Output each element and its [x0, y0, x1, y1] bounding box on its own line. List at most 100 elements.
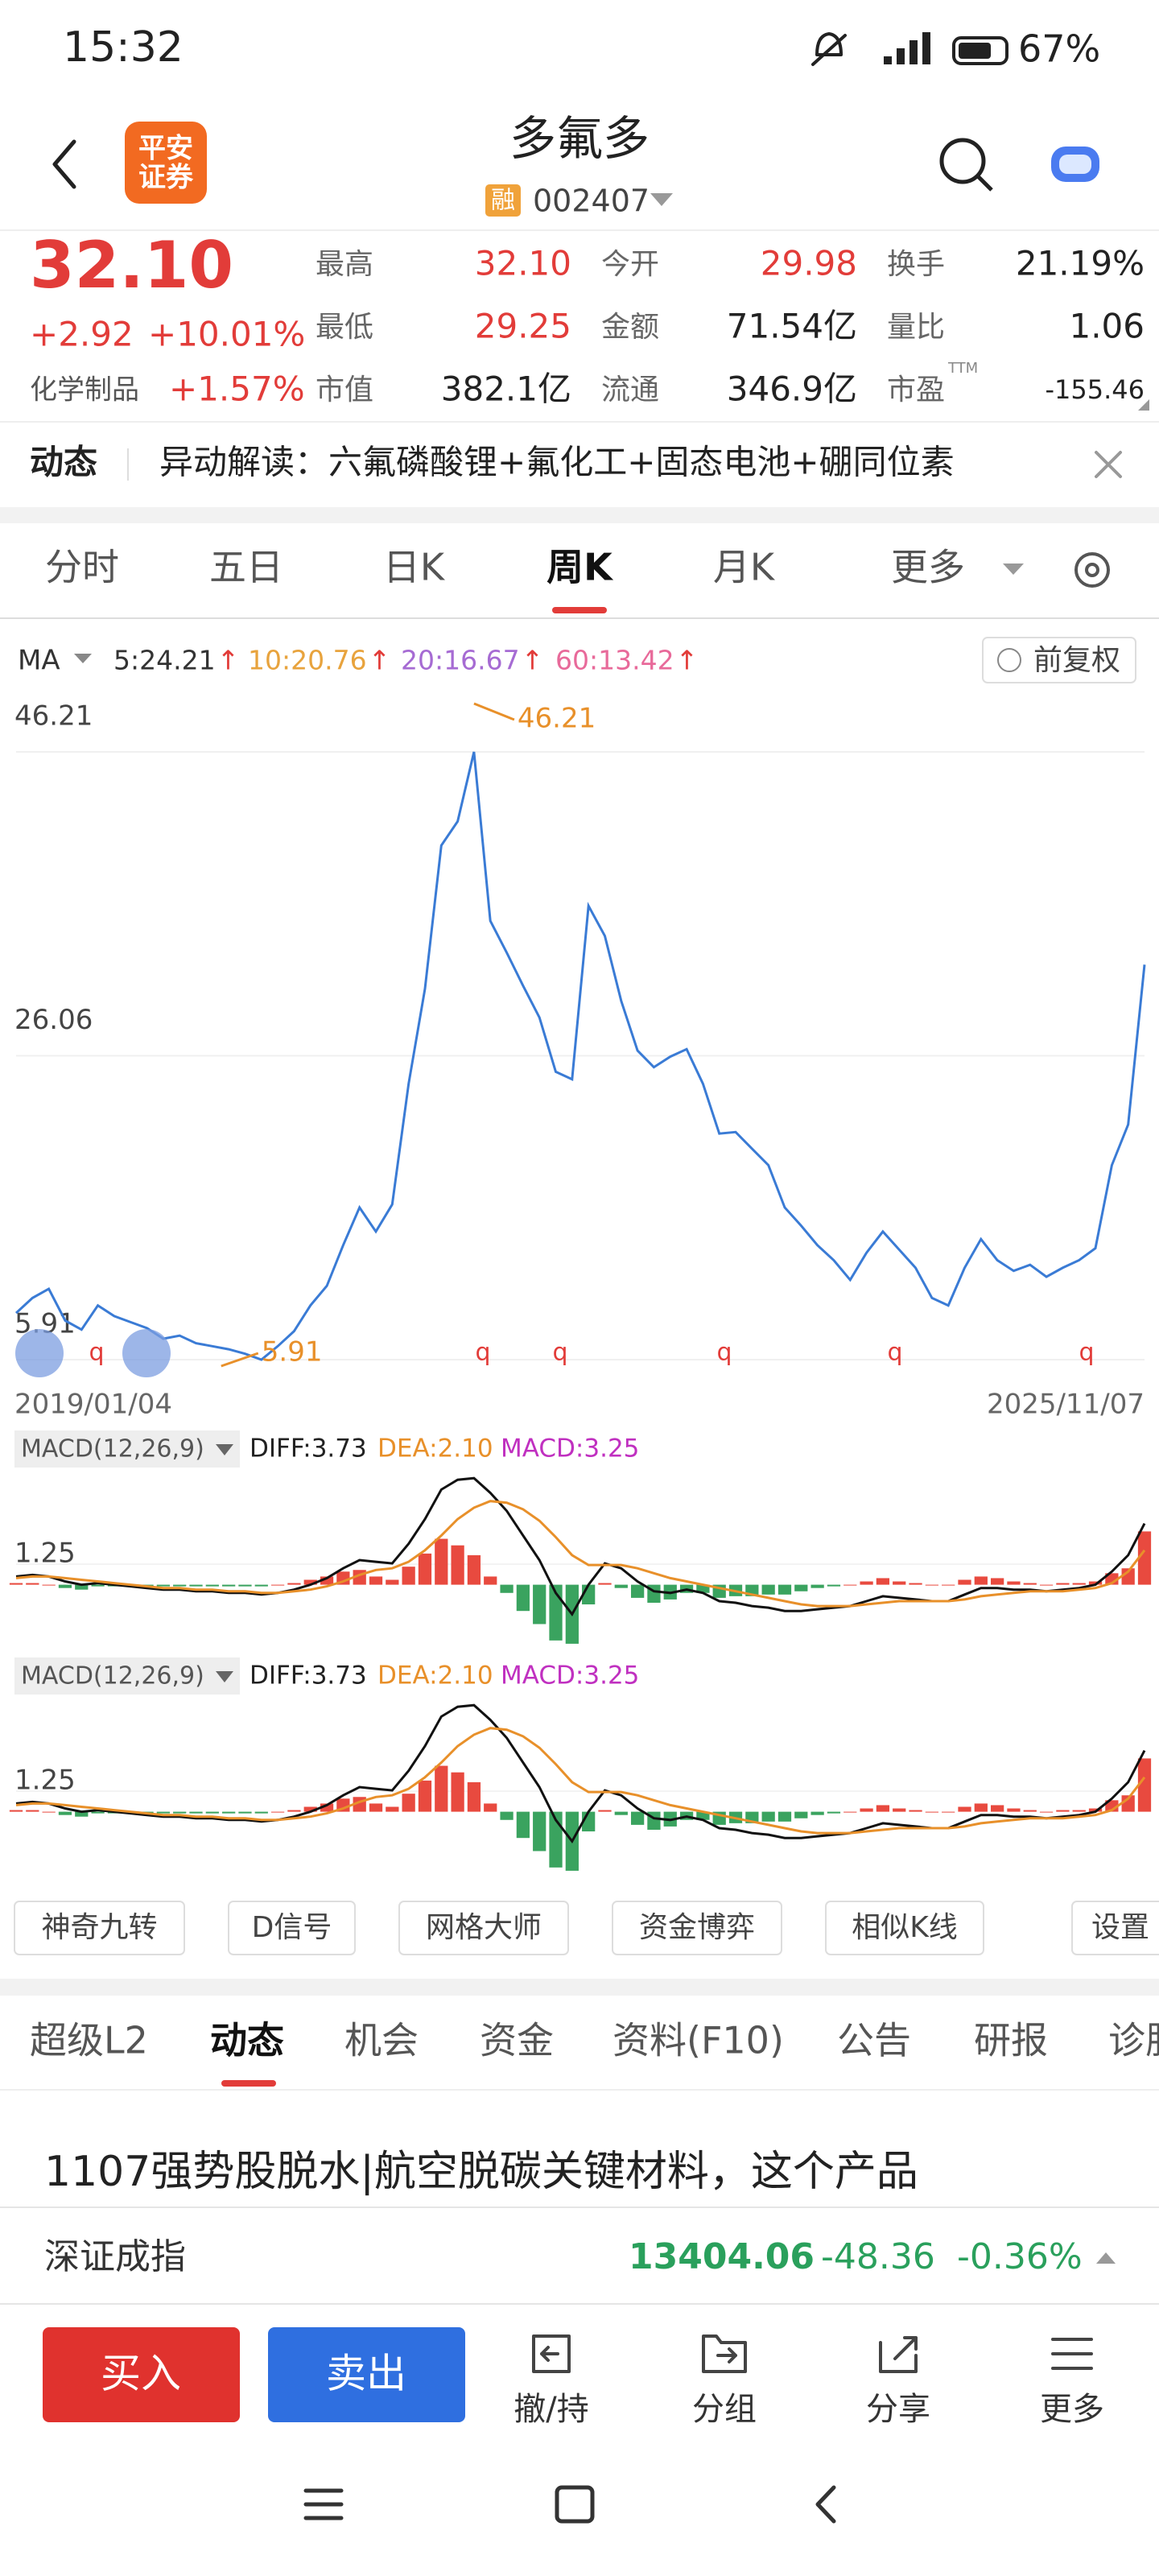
macd-dropdown	[216, 1444, 233, 1455]
macd-bar	[435, 1765, 448, 1812]
info-tab[interactable]: 动态	[210, 2019, 284, 2062]
stat-label: 换手	[887, 248, 945, 281]
macd-bar	[222, 1811, 236, 1814]
action-label[interactable]: 撤/持	[514, 2391, 588, 2428]
macd-bar	[598, 1583, 612, 1585]
period-tab[interactable]: 更多	[891, 546, 965, 589]
macd-bar	[598, 1810, 612, 1812]
overlay-button[interactable]	[15, 1329, 64, 1377]
x-end-label: 2025/11/07	[987, 1389, 1145, 1421]
macd-bar	[909, 1810, 922, 1812]
adjust-button[interactable]	[982, 637, 1136, 683]
ma-value: 60:13.42	[555, 645, 674, 676]
period-tab[interactable]: 周K	[547, 546, 614, 589]
period-tab[interactable]: 月K	[713, 546, 776, 589]
macd-selector[interactable]	[14, 1430, 240, 1468]
min-annotation: 5.91	[262, 1336, 323, 1368]
tool-button[interactable]	[398, 1901, 569, 1955]
signal-marker: q	[716, 1339, 732, 1367]
macd-bar	[173, 1584, 187, 1587]
period-tab[interactable]: 五日	[209, 546, 283, 589]
macd-bar	[630, 1584, 645, 1598]
info-tab[interactable]: 公告	[837, 2019, 911, 2062]
macd-bar	[1137, 1758, 1152, 1812]
macd-bar	[451, 1545, 464, 1585]
macd-bar	[238, 1584, 252, 1587]
macd-bar	[516, 1584, 530, 1612]
action-icon[interactable]	[1051, 2338, 1093, 2370]
index-value: 13404.06	[629, 2236, 815, 2277]
stat-value: 71.54亿	[727, 307, 857, 346]
macd-bar	[974, 1803, 988, 1812]
news-text[interactable]: 异动解读：六氟磷酸锂+氟化工+固态电池+硼同位素	[159, 443, 955, 482]
macd-label: MACD(12,26,9)	[21, 1435, 204, 1463]
macd-bar	[614, 1811, 628, 1815]
macd-bar	[1072, 1583, 1086, 1585]
settings-button[interactable]	[1074, 552, 1110, 588]
tool-button[interactable]	[825, 1901, 984, 1955]
signal-marker: q	[475, 1339, 490, 1367]
tool-button[interactable]	[1071, 1901, 1159, 1955]
more-dropdown	[1003, 564, 1024, 575]
info-tab[interactable]: 超级L2	[30, 2019, 148, 2062]
macd-bar	[1039, 1811, 1054, 1813]
y-tick-label: 26.06	[14, 1004, 93, 1036]
macd-value-label: MACD:3.25	[501, 1435, 639, 1463]
action-label[interactable]: 更多	[1040, 2391, 1104, 2428]
sector-change: +1.57%	[169, 369, 305, 409]
close-button[interactable]	[1095, 451, 1122, 478]
macd-bar	[418, 1553, 432, 1585]
macd-bar	[925, 1584, 938, 1586]
stat-value: -155.46	[1045, 374, 1145, 405]
macd-bar	[533, 1811, 547, 1852]
stat-label: 最高	[316, 248, 373, 281]
nav-menu[interactable]	[303, 2488, 344, 2520]
macd-bar	[794, 1811, 808, 1818]
macd-bar	[925, 1811, 938, 1813]
info-tab[interactable]: 资料(F10)	[612, 2019, 784, 2062]
macd-selector[interactable]	[14, 1657, 240, 1695]
nav-back[interactable]	[815, 2485, 836, 2524]
y-tick-label: 46.21	[14, 700, 93, 733]
macd-bar	[254, 1584, 268, 1587]
info-tab[interactable]: 研报	[974, 2019, 1048, 2062]
info-tab[interactable]: 诊股	[1108, 2019, 1159, 2062]
buy-button[interactable]	[43, 2327, 240, 2422]
tool-button[interactable]	[14, 1901, 185, 1955]
info-tab[interactable]: 资金	[480, 2019, 554, 2062]
macd-bar	[173, 1811, 187, 1814]
search-button[interactable]	[939, 138, 986, 184]
macd-bar	[156, 1811, 170, 1814]
period-tab[interactable]: 分时	[45, 546, 119, 589]
sell-button[interactable]	[268, 2327, 465, 2422]
back-button[interactable]	[52, 139, 76, 189]
action-icon[interactable]	[879, 2336, 918, 2373]
macd-bar	[893, 1808, 906, 1812]
dea-label: DEA:2.10	[377, 1662, 493, 1690]
tool-button[interactable]	[228, 1901, 356, 1955]
broker-logo	[125, 122, 207, 204]
action-label[interactable]: 分组	[692, 2391, 757, 2428]
action-label[interactable]: 分享	[866, 2391, 930, 2428]
macd-bar	[303, 1806, 317, 1812]
tool-button[interactable]	[612, 1901, 782, 1955]
stat-label: 金额	[601, 311, 659, 344]
action-icon[interactable]	[702, 2334, 747, 2373]
info-tab[interactable]: 机会	[344, 2019, 419, 2062]
macd-bar	[320, 1576, 334, 1585]
macd-bar	[418, 1780, 432, 1812]
macd-bar	[254, 1811, 268, 1814]
macd-bar	[909, 1583, 922, 1585]
ma-trend: ↑	[217, 645, 240, 676]
period-tab[interactable]: 日K	[383, 546, 446, 589]
macd-bar	[1072, 1810, 1086, 1812]
news-tag: 动态	[30, 443, 97, 482]
action-icon[interactable]	[532, 2334, 571, 2373]
active-tab-underline	[221, 2080, 276, 2087]
ma-trend: ↑	[676, 645, 699, 676]
macd-bar	[696, 1811, 710, 1820]
nav-home[interactable]	[555, 2485, 595, 2524]
news-headline[interactable]: 1107强势股脱水|航空脱碳关键材料，这个产品	[44, 2148, 918, 2196]
stat-label: 流通	[601, 374, 659, 407]
overlay-button[interactable]	[122, 1329, 171, 1377]
